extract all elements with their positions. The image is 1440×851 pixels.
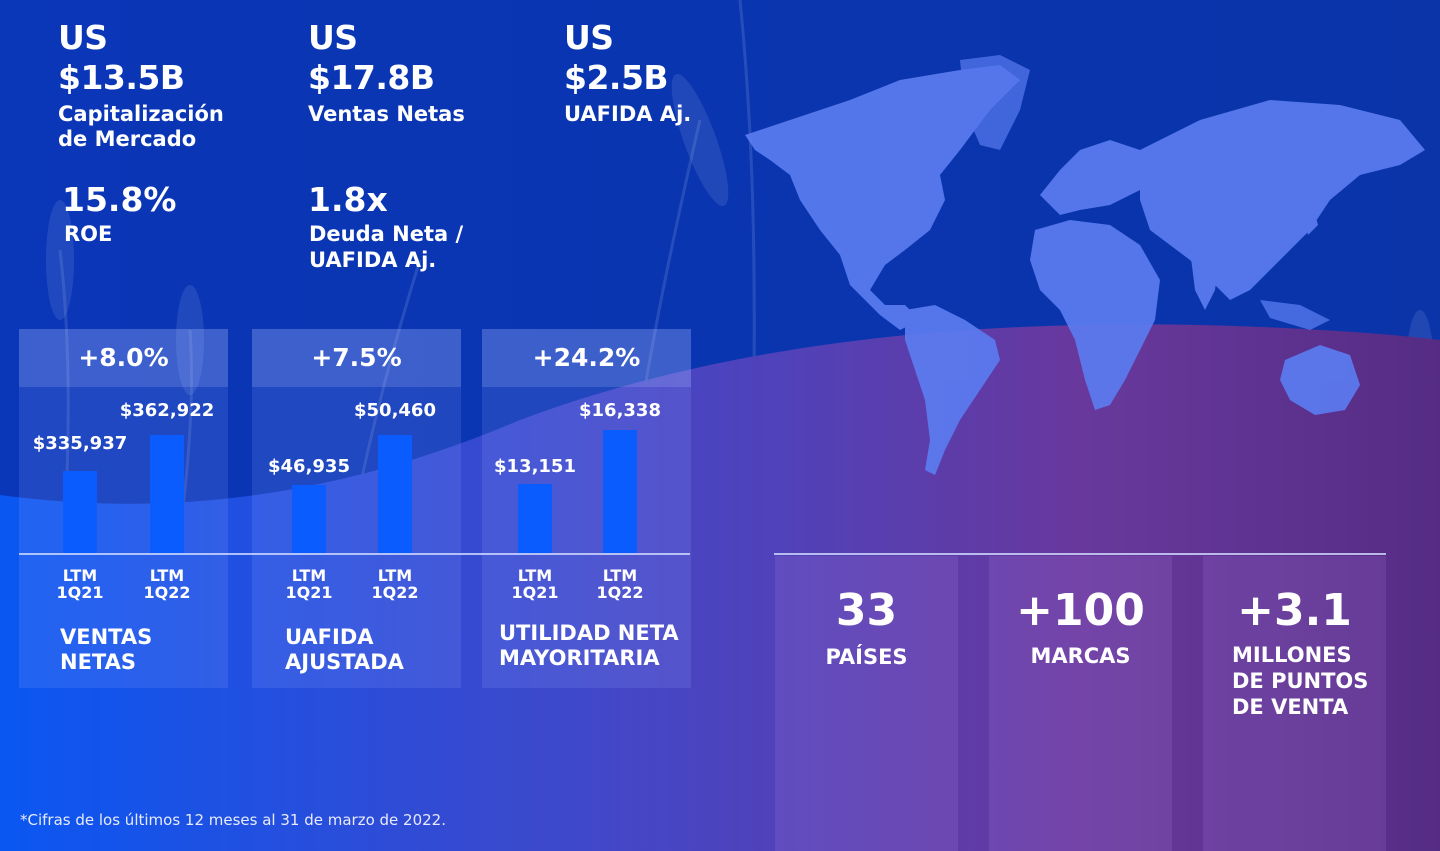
bar bbox=[150, 435, 184, 553]
bar-value-label: $16,338 bbox=[579, 400, 661, 421]
category-label: LTM 1Q21 bbox=[56, 566, 104, 602]
bar bbox=[518, 484, 552, 553]
stat-points-of-sale: +3.1 MILLONES DE PUNTOS DE VENTA bbox=[1203, 556, 1386, 851]
metric-name: UTILIDAD NETA MAYORITARIA bbox=[499, 621, 679, 670]
footnote: *Cifras de los últimos 12 meses al 31 de… bbox=[20, 811, 446, 829]
market-cap-value: $13.5B bbox=[58, 58, 185, 97]
world-map-icon bbox=[745, 55, 1425, 475]
roe-value: 15.8% bbox=[62, 180, 177, 219]
stat-value: +100 bbox=[1016, 585, 1145, 636]
bar bbox=[63, 471, 97, 553]
stat-brands: +100 MARCAS bbox=[989, 556, 1172, 851]
category-label: LTM 1Q21 bbox=[511, 566, 559, 602]
stat-countries: 33 PAÍSES bbox=[775, 556, 958, 851]
bar-value-label: $50,460 bbox=[354, 400, 436, 421]
bar bbox=[603, 430, 637, 553]
ebitda-label: UAFIDA Aj. bbox=[564, 102, 692, 126]
growth-percentage: +8.0% bbox=[78, 343, 169, 372]
bar bbox=[378, 435, 412, 553]
net-sales-prefix: US bbox=[308, 18, 358, 57]
category-label: LTM 1Q22 bbox=[143, 566, 191, 602]
stat-label: PAÍSES bbox=[825, 645, 908, 669]
bar-value-label: $46,935 bbox=[268, 456, 350, 477]
net-sales-label: Ventas Netas bbox=[308, 102, 465, 126]
ebitda-value: $2.5B bbox=[564, 58, 669, 97]
bar-value-label: $13,151 bbox=[494, 456, 576, 477]
bar bbox=[292, 485, 326, 553]
ebitda-prefix: US bbox=[564, 18, 614, 57]
utilidad-neta-panel: +24.2% $13,151 $16,338 LTM 1Q21 LTM 1Q22 U… bbox=[482, 329, 691, 688]
category-label: LTM 1Q22 bbox=[371, 566, 419, 602]
stat-label: MARCAS bbox=[1030, 644, 1131, 668]
panel-header bbox=[19, 329, 228, 387]
growth-percentage: +7.5% bbox=[311, 343, 402, 372]
ventas-netas-panel: +8.0% $335,937 $362,922 LTM 1Q21 LTM 1Q22 … bbox=[19, 329, 228, 688]
bar-value-label: $362,922 bbox=[119, 400, 215, 421]
market-cap-label-1: Capitalización bbox=[58, 102, 224, 126]
leverage-value: 1.8x bbox=[308, 180, 388, 219]
bar-value-label: $335,937 bbox=[32, 433, 128, 454]
leverage-label-1: Deuda Neta / bbox=[309, 222, 464, 246]
panel-header bbox=[252, 329, 461, 387]
market-cap-prefix: US bbox=[58, 18, 108, 57]
category-label: LTM 1Q21 bbox=[285, 566, 333, 602]
panel-header bbox=[482, 329, 691, 387]
stats-divider bbox=[774, 553, 1386, 555]
net-sales-value: $17.8B bbox=[308, 58, 435, 97]
metric-name: UAFIDA AJUSTADA bbox=[285, 625, 404, 674]
leverage-label-2: UAFIDA Aj. bbox=[309, 248, 437, 272]
stat-label: MILLONES DE PUNTOS DE VENTA bbox=[1232, 643, 1369, 719]
category-label: LTM 1Q22 bbox=[596, 566, 644, 602]
stat-value: 33 bbox=[835, 585, 898, 636]
uafida-panel: +7.5% $46,935 $50,460 LTM 1Q21 LTM 1Q22 UA… bbox=[252, 329, 461, 688]
growth-percentage: +24.2% bbox=[532, 343, 641, 372]
chart-baseline bbox=[19, 553, 690, 555]
market-cap-label-2: de Mercado bbox=[58, 127, 197, 151]
metric-name: VENTAS NETAS bbox=[60, 625, 153, 674]
stat-value: +3.1 bbox=[1237, 585, 1352, 636]
roe-label: ROE bbox=[64, 222, 113, 246]
